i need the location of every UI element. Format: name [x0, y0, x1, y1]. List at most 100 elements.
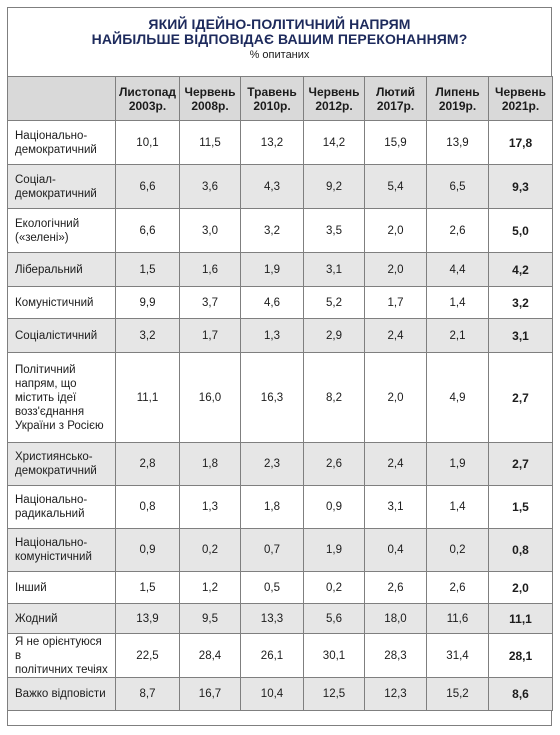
table-row: Інший 1,5 1,2 0,5 0,2 2,6 2,6 2,0 [7, 571, 553, 604]
survey-table: Листопад 2003р. Червень 2008р. Травень 2010р.… [7, 76, 553, 711]
value-cell: 3,1 [303, 252, 365, 287]
value-cell: 13,9 [426, 120, 489, 165]
row-label-line: Національно- [15, 494, 88, 506]
row-label: Національно-комуністичний [7, 528, 116, 572]
row-label-line: Політичний [15, 363, 76, 376]
value-cell: 3,0 [179, 208, 241, 253]
row-label-line: Ліберальний [15, 263, 83, 276]
value-cell: 1,7 [364, 286, 427, 319]
value-cell: 5,0 [488, 208, 553, 253]
value-cell: 13,3 [240, 603, 304, 634]
value-cell: 5,6 [303, 603, 365, 634]
value-cell: 0,8 [488, 528, 553, 572]
row-label-line: Соціал- [15, 173, 56, 186]
value-cell: 0,9 [303, 485, 365, 529]
value-cell: 12,5 [303, 677, 365, 711]
value-cell: 1,2 [179, 571, 241, 604]
row-label-line: демократичний [15, 465, 97, 477]
value-cell: 8,7 [115, 677, 180, 711]
table-row: Національно-комуністичний 0,9 0,2 0,7 1,9 0,4… [7, 528, 553, 572]
value-cell: 5,4 [364, 164, 427, 209]
value-cell: 18,0 [364, 603, 427, 634]
column-header-month: Листопад [118, 84, 177, 99]
value-cell: 17,8 [488, 120, 553, 165]
value-cell: 1,9 [240, 252, 304, 287]
value-cell: 12,3 [364, 677, 427, 711]
row-label: Ліберальний [7, 252, 116, 287]
column-header-year: 2008р. [191, 98, 229, 113]
value-cell: 1,5 [115, 252, 180, 287]
row-label-line: Християнсько- [15, 451, 93, 463]
value-cell: 0,7 [240, 528, 304, 572]
header-corner-cell [7, 76, 116, 121]
value-cell: 3,1 [488, 318, 553, 353]
column-header: Червень 2012р. [303, 76, 365, 121]
row-label-line: комуністичний [15, 551, 92, 563]
row-label: Політичний напрям, що містить ідеї возз'єдн… [7, 352, 116, 443]
row-label: Національно-демократичний [7, 120, 116, 165]
table-row: Національно-демократичний 10,1 11,5 13,2 14,… [7, 120, 553, 165]
table-row: Політичний напрям, що містить ідеї возз'єдн… [7, 352, 553, 443]
column-header-year: 2003р. [128, 98, 167, 113]
value-cell: 0,2 [303, 571, 365, 604]
column-header-month: Червень [495, 84, 546, 99]
row-label-line: демократичний [15, 187, 97, 200]
value-cell: 2,9 [303, 318, 365, 353]
column-header-month: Червень [184, 84, 236, 99]
row-label-line: Важко відповісти [15, 688, 106, 700]
row-label-line: Національно- [15, 537, 88, 549]
value-cell: 3,7 [179, 286, 241, 319]
value-cell: 1,4 [426, 485, 489, 529]
value-cell: 22,5 [115, 633, 180, 678]
value-cell: 15,2 [426, 677, 489, 711]
column-header-year: 2012р. [315, 98, 353, 113]
value-cell: 14,2 [303, 120, 365, 165]
row-label-line: містить ідеї [15, 391, 77, 404]
value-cell: 16,0 [179, 352, 241, 443]
value-cell: 3,1 [364, 485, 427, 529]
row-label-line: Екологічний [15, 217, 80, 230]
value-cell: 6,6 [115, 164, 180, 209]
row-label: Жодний [7, 603, 116, 634]
column-header-year: 2017р. [376, 98, 415, 113]
value-cell: 2,0 [364, 208, 427, 253]
value-cell: 6,5 [426, 164, 489, 209]
value-cell: 1,8 [240, 485, 304, 529]
value-cell: 10,1 [115, 120, 180, 165]
value-cell: 15,9 [364, 120, 427, 165]
value-cell: 2,0 [364, 252, 427, 287]
table-row: Екологічний («зелені») 6,6 3,0 3,2 3,5 2,0 2,6 5… [7, 208, 553, 253]
value-cell: 28,4 [179, 633, 241, 678]
value-cell: 2,6 [364, 571, 427, 604]
table-row: Ліберальний 1,5 1,6 1,9 3,1 2,0 4,4 4,2 [7, 252, 553, 287]
value-cell: 26,1 [240, 633, 304, 678]
value-cell: 28,3 [364, 633, 427, 678]
value-cell: 3,2 [115, 318, 180, 353]
value-cell: 1,5 [488, 485, 553, 529]
row-label-line: демократичний [15, 143, 97, 156]
value-cell: 0,9 [115, 528, 180, 572]
table-title: ЯКИЙ ІДЕЙНО-ПОЛІТИЧНИЙ НАПРЯМ НАЙБІЛЬШЕ … [8, 8, 551, 47]
row-label: Комуністичний [7, 286, 116, 319]
row-label: Соціал-демократичний [7, 164, 116, 209]
value-cell: 16,3 [240, 352, 304, 443]
row-label-line: Соціалістичний [15, 329, 98, 342]
value-cell: 2,8 [115, 442, 180, 486]
value-cell: 1,7 [179, 318, 241, 353]
value-cell: 8,2 [303, 352, 365, 443]
table-row: Жодний 13,9 9,5 13,3 5,6 18,0 11,6 11,1 [7, 603, 553, 634]
value-cell: 3,5 [303, 208, 365, 253]
title-line-2: НАЙБІЛЬШЕ ВІДПОВІДАЄ ВАШИМ ПЕРЕКОНАННЯМ? [91, 31, 468, 47]
value-cell: 2,1 [426, 318, 489, 353]
value-cell: 0,2 [426, 528, 489, 572]
value-cell: 1,5 [115, 571, 180, 604]
row-label: Християнсько-демократичний [7, 442, 116, 486]
value-cell: 2,7 [488, 352, 553, 443]
value-cell: 2,6 [303, 442, 365, 486]
value-cell: 4,6 [240, 286, 304, 319]
value-cell: 5,2 [303, 286, 365, 319]
value-cell: 2,0 [488, 571, 553, 604]
header-row: Листопад 2003р. Червень 2008р. Травень 2010р.… [7, 76, 553, 121]
table-row: Я не орієнтуюся в політичних течіях 22,5 28… [7, 633, 553, 678]
row-label-line: Комуністичний [15, 296, 94, 309]
